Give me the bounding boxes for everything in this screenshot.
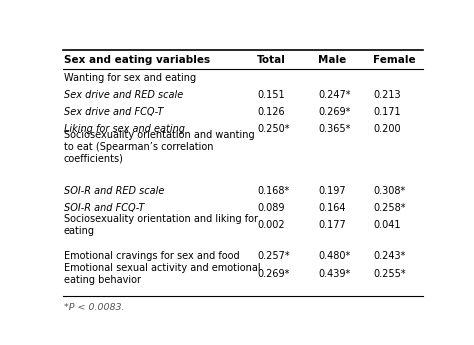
Text: 0.255*: 0.255*: [374, 269, 406, 279]
Text: 0.257*: 0.257*: [257, 251, 290, 261]
Text: 0.213: 0.213: [374, 90, 401, 100]
Text: Emotional sexual activity and emotional
eating behavior: Emotional sexual activity and emotional …: [64, 263, 260, 285]
Text: 0.177: 0.177: [318, 220, 346, 230]
Text: SOI-R and RED scale: SOI-R and RED scale: [64, 186, 164, 196]
Text: Male: Male: [318, 55, 346, 65]
Text: Sex drive and RED scale: Sex drive and RED scale: [64, 90, 183, 100]
Text: 0.247*: 0.247*: [318, 90, 351, 100]
Text: 0.126: 0.126: [257, 107, 284, 117]
Text: Emotional cravings for sex and food: Emotional cravings for sex and food: [64, 251, 239, 261]
Text: 0.250*: 0.250*: [257, 124, 290, 134]
Text: 0.200: 0.200: [374, 124, 401, 134]
Text: 0.197: 0.197: [318, 186, 346, 196]
Text: 0.168*: 0.168*: [257, 186, 289, 196]
Text: 0.269*: 0.269*: [257, 269, 289, 279]
Text: 0.089: 0.089: [257, 203, 284, 213]
Text: Wanting for sex and eating: Wanting for sex and eating: [64, 73, 196, 83]
Text: 0.258*: 0.258*: [374, 203, 406, 213]
Text: 0.480*: 0.480*: [318, 251, 350, 261]
Text: Liking for sex and eating: Liking for sex and eating: [64, 124, 185, 134]
Text: Sociosexuality orientation and wanting
to eat (Spearman’s correlation
coefficien: Sociosexuality orientation and wanting t…: [64, 130, 254, 164]
Text: Female: Female: [374, 55, 416, 65]
Text: 0.365*: 0.365*: [318, 124, 351, 134]
Text: 0.171: 0.171: [374, 107, 401, 117]
Text: Sex drive and FCQ-T: Sex drive and FCQ-T: [64, 107, 163, 117]
Text: Sex and eating variables: Sex and eating variables: [64, 55, 210, 65]
Text: 0.151: 0.151: [257, 90, 284, 100]
Text: 0.308*: 0.308*: [374, 186, 406, 196]
Text: Total: Total: [257, 55, 286, 65]
Text: 0.164: 0.164: [318, 203, 346, 213]
Text: SOI-R and FCQ-T: SOI-R and FCQ-T: [64, 203, 144, 213]
Text: 0.439*: 0.439*: [318, 269, 350, 279]
Text: 0.269*: 0.269*: [318, 107, 351, 117]
Text: *P < 0.0083.: *P < 0.0083.: [64, 303, 124, 312]
Text: 0.243*: 0.243*: [374, 251, 406, 261]
Text: 0.002: 0.002: [257, 220, 284, 230]
Text: Sociosexuality orientation and liking for
eating: Sociosexuality orientation and liking fo…: [64, 215, 258, 236]
Text: 0.041: 0.041: [374, 220, 401, 230]
